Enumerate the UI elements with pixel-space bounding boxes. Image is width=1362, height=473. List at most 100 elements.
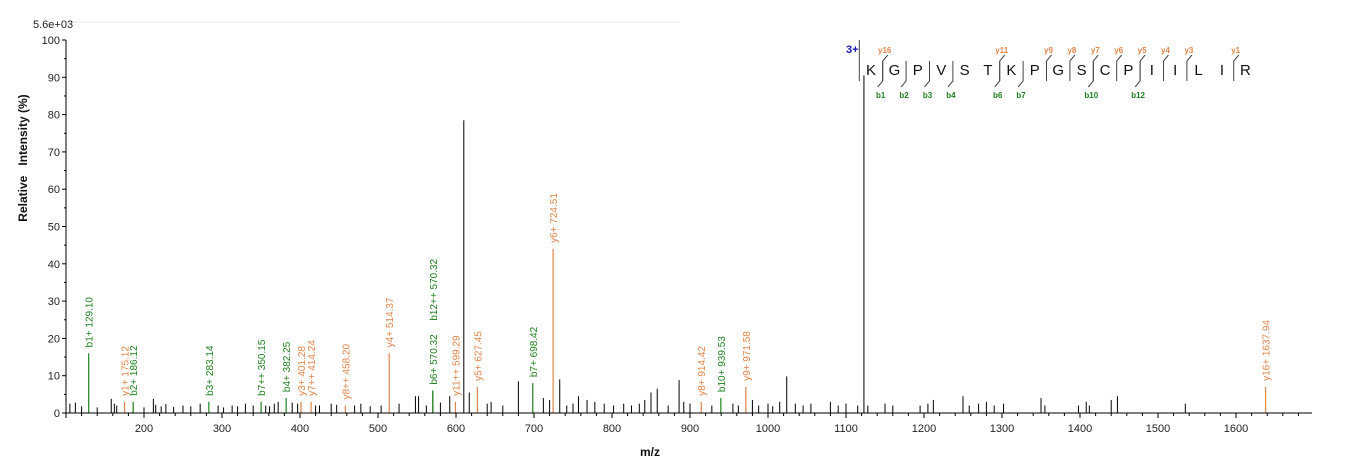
y-ion-tag: y7 (1091, 46, 1100, 55)
x-tick-label: 400 (291, 423, 309, 435)
y-tick-label: 80 (48, 110, 60, 122)
residue-letter: V (936, 62, 946, 79)
peak-label: y6+ 724.51 (549, 193, 560, 243)
peptide-sequence: 3+K G P V S T K P G S C P I I L I Rb1 b2 b3 b4 b6 b7 b10 b12y16… (846, 40, 1251, 100)
y-axis-title: Relative Intensity (%) (16, 94, 30, 221)
y-tick-label: 0 (54, 408, 60, 420)
residue-letter: G (889, 62, 901, 79)
b-ion-bracket (947, 61, 954, 88)
peak-label: b3+ 283.14 (205, 345, 216, 396)
peak-label: y1+ 175.12 (121, 346, 132, 396)
y-ion-bracket (1139, 54, 1146, 81)
y-ion-bracket (1069, 54, 1076, 81)
x-tick-label: 1200 (912, 423, 936, 435)
x-tick-label: 1300 (990, 423, 1014, 435)
peak-label: y3+ 401.28 (297, 346, 308, 396)
b-ion-bracket (877, 61, 884, 88)
residue-letter: L (1194, 62, 1202, 79)
b-ion-bracket (1017, 61, 1024, 88)
x-tick-label: 1100 (834, 423, 858, 435)
b-ion-bracket (1134, 61, 1141, 88)
peak-label: b7++ 350.15 (257, 339, 268, 396)
residue-letter: R (1240, 62, 1251, 79)
peak-label: y8++ 458.20 (341, 343, 352, 399)
y-ion-tag: y9 (1044, 46, 1053, 55)
max-intensity-label: 5.6e+03 (33, 19, 73, 31)
peak-label: b7+ 698.42 (529, 326, 540, 377)
y-ion-tag: y16 (878, 46, 892, 55)
x-tick-label: 700 (525, 423, 543, 435)
x-tick-label: 600 (447, 423, 465, 435)
residue-letter: C (1100, 62, 1111, 79)
y-tick-label: 40 (48, 259, 60, 271)
y-ion-tag: y3 (1184, 46, 1193, 55)
b-ion-tag: b2 (899, 91, 909, 100)
x-tick-label: 500 (369, 423, 387, 435)
peak-label: b4+ 382.25 (282, 341, 293, 392)
peak-label: b10+ 939.53 (717, 336, 728, 392)
x-tick-label: 1500 (1146, 423, 1170, 435)
y-ion-tag: y5 (1138, 46, 1147, 55)
y-ion-bracket (1092, 54, 1099, 81)
peak-label: y9+ 971.58 (742, 331, 753, 381)
axes: 0 10 20 30 40 50 60 70 80 90 100 200 300 400 500 600 700… (42, 35, 1312, 435)
y-tick-label: 100 (42, 35, 60, 47)
charge-state: 3+ (846, 44, 859, 56)
y-ion-tag: y11 (995, 46, 1008, 55)
y-ion-tag: y4 (1161, 46, 1170, 55)
y-tick-label: 10 (48, 371, 60, 383)
b-ion-tag: b1 (876, 91, 886, 100)
b-ion-tag: b6 (993, 91, 1003, 100)
residue-letter: I (1173, 62, 1177, 79)
residue-letter: P (1123, 62, 1133, 79)
residue-letter: G (1052, 62, 1064, 79)
peak-label: y16+ 1637.94 (1262, 320, 1273, 381)
peaks (69, 75, 1267, 413)
b-ion-bracket (994, 61, 1001, 88)
y-ion-bracket (999, 54, 1006, 81)
residue-letter: T (983, 62, 992, 79)
y-ion-bracket (1116, 54, 1123, 81)
y-tick-label: 60 (48, 184, 60, 196)
b-ion-bracket (900, 61, 907, 88)
peak-label: y4+ 514.37 (385, 297, 396, 347)
x-axis-title: m/z (640, 445, 660, 459)
x-tick-label: 800 (603, 423, 621, 435)
y-ion-bracket (1186, 54, 1193, 81)
y-ion-bracket (1046, 54, 1052, 81)
residue-letter: I (1220, 62, 1224, 79)
peak-label: b12++ 570.32 (429, 258, 440, 320)
y-ion-tag: y6 (1114, 46, 1123, 55)
b-ion-tag: b3 (923, 91, 933, 100)
x-tick-label: 200 (135, 423, 153, 435)
residue-letter: K (866, 62, 876, 79)
x-tick-label: 1000 (756, 423, 780, 435)
y-ion-tag: y1 (1231, 46, 1240, 55)
b-ion-bracket (1087, 61, 1094, 88)
y-tick-label: 20 (48, 333, 60, 345)
residue-letter: S (1077, 62, 1087, 79)
peak-label: y11++ 599.29 (451, 335, 462, 396)
b-ion-tag: b12 (1131, 91, 1145, 100)
b-ion-bracket (924, 61, 930, 88)
x-tick-label: 900 (681, 423, 699, 435)
y-ion-tag: y8 (1067, 46, 1076, 55)
y-ion-bracket (882, 54, 889, 81)
x-tick-label: 1400 (1068, 423, 1092, 435)
x-tick-label: 300 (213, 423, 231, 435)
b-ion-tag: b4 (946, 91, 956, 100)
y-ion-bracket (1233, 54, 1240, 81)
residue-letter: K (1006, 62, 1016, 79)
residue-letter: I (1150, 62, 1154, 79)
peak-label: b1+ 129.10 (85, 297, 96, 348)
peak-label: y8+ 914.42 (697, 346, 708, 396)
b-ion-tag: b10 (1084, 91, 1098, 100)
y-tick-label: 50 (48, 222, 60, 234)
peak-label: y5+ 627.45 (473, 331, 484, 381)
residue-letter: P (1030, 62, 1040, 79)
b-ion-tag: b7 (1016, 91, 1026, 100)
y-tick-label: 70 (48, 147, 60, 159)
peak-label: y7++ 414.24 (307, 340, 318, 396)
